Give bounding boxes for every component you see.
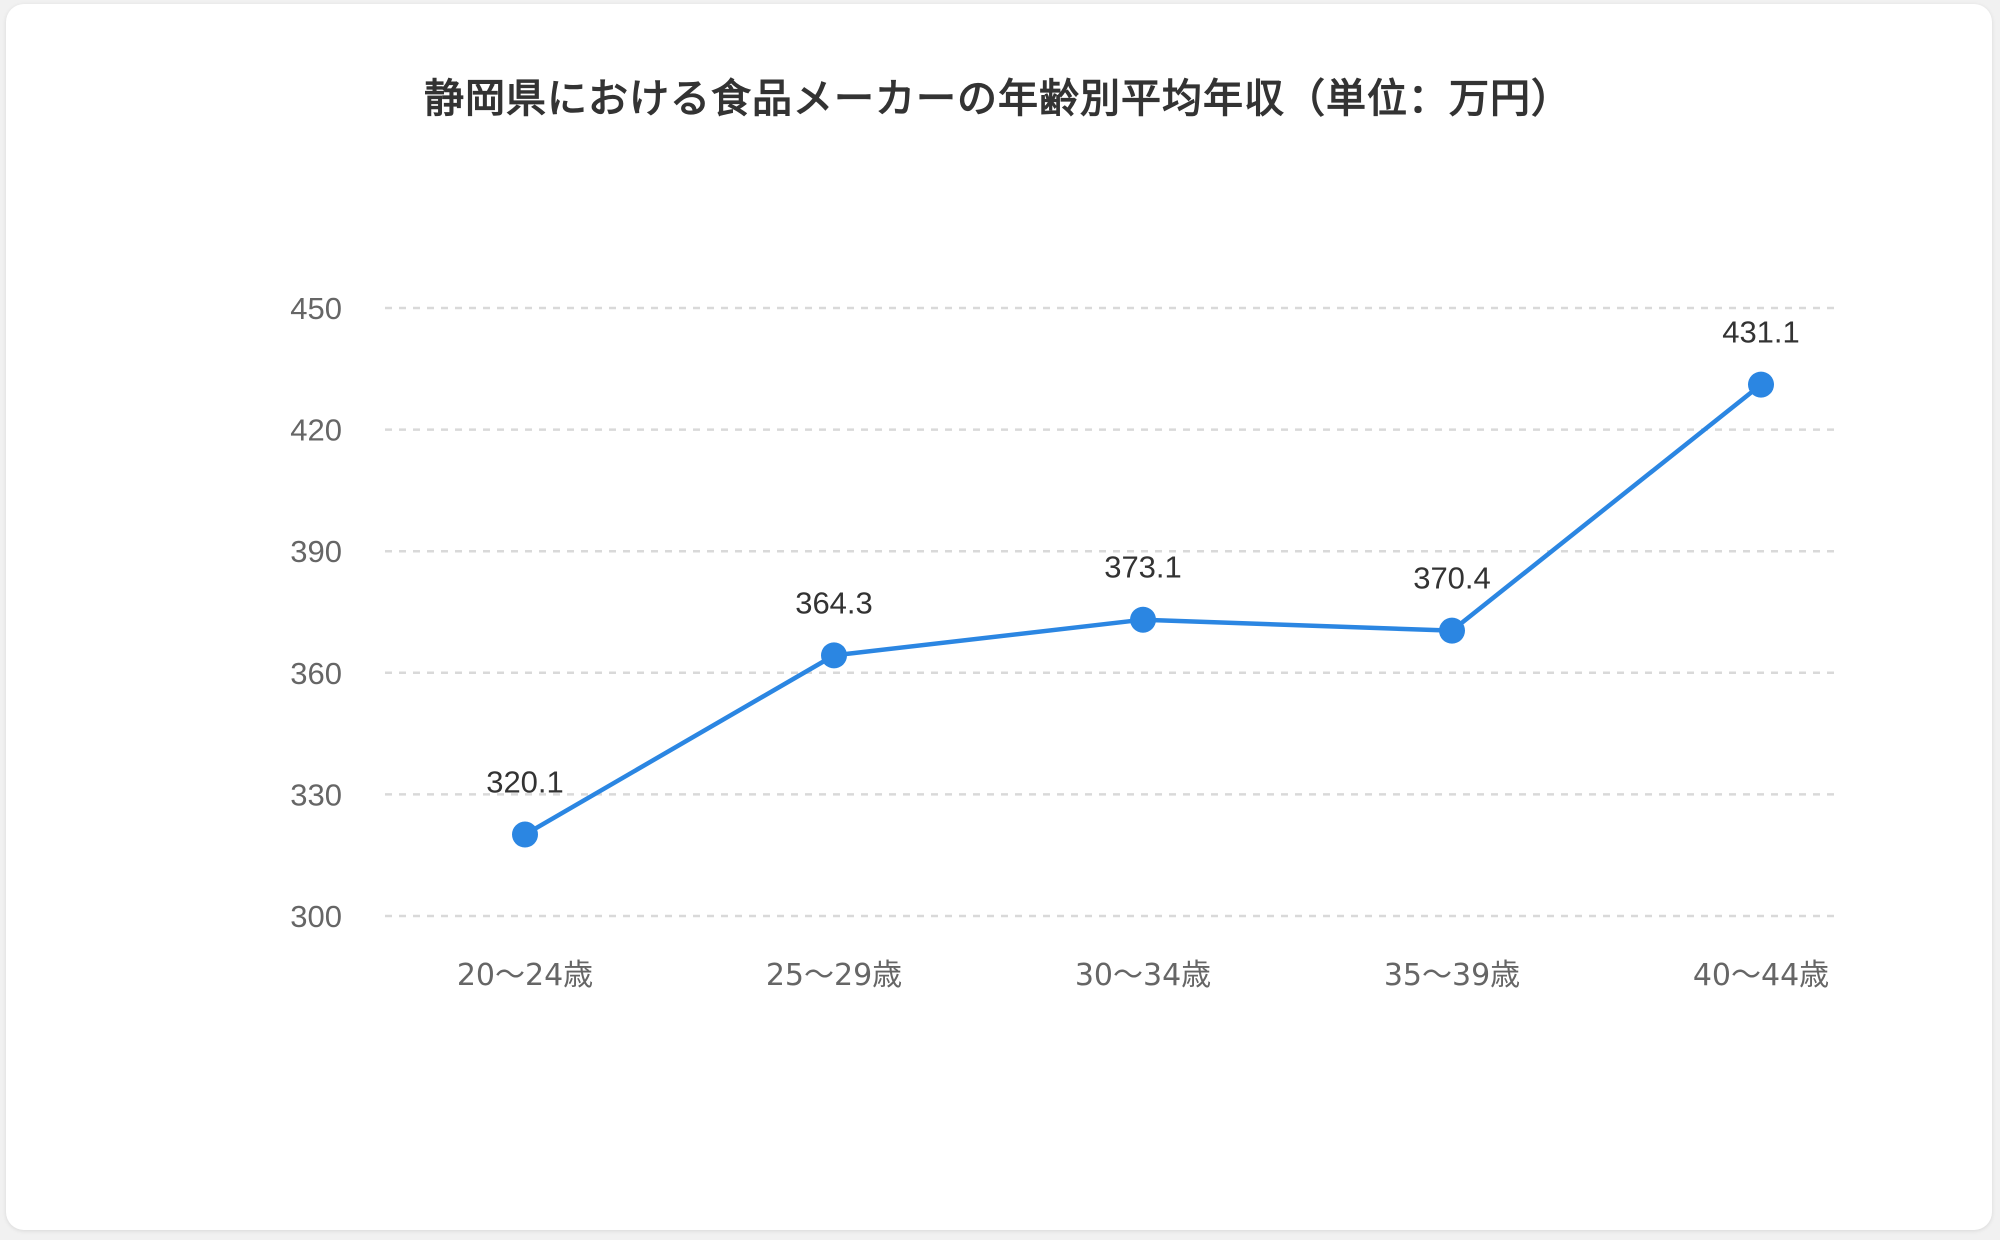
series-points — [512, 371, 1774, 848]
x-axis-ticks: 20～24歳 25～29歳 30～34歳 35～39歳 40～44歳 — [457, 958, 1829, 993]
chart-card — [6, 4, 1992, 1230]
data-label: 431.1 — [1722, 315, 1800, 350]
x-tick-label: 35～39歳 — [1384, 958, 1520, 993]
data-label: 364.3 — [795, 585, 873, 620]
data-point[interactable] — [1439, 617, 1465, 644]
x-tick-label: 25～29歳 — [766, 958, 902, 993]
data-label: 370.4 — [1413, 561, 1491, 596]
y-tick-label: 330 — [290, 777, 342, 812]
y-axis-ticks: 300 330 360 390 420 450 — [290, 291, 342, 934]
x-tick-label: 40～44歳 — [1693, 958, 1829, 993]
y-tick-label: 450 — [290, 291, 342, 326]
data-label: 373.1 — [1104, 550, 1182, 585]
y-tick-label: 420 — [290, 413, 342, 448]
y-tick-label: 360 — [290, 656, 342, 691]
data-point[interactable] — [1130, 606, 1156, 633]
grid-lines — [385, 306, 1840, 918]
data-label: 320.1 — [486, 765, 564, 800]
data-point[interactable] — [821, 642, 847, 669]
data-point[interactable] — [1748, 371, 1774, 398]
chart-title: 静岡県における食品メーカーの年齢別平均年収（単位：万円） — [424, 76, 1572, 122]
x-tick-label: 30～34歳 — [1075, 958, 1211, 993]
data-point[interactable] — [512, 821, 538, 848]
y-tick-label: 390 — [290, 534, 342, 569]
y-tick-label: 300 — [290, 899, 342, 934]
data-labels: 320.1 364.3 373.1 370.4 431.1 — [486, 315, 1800, 800]
x-tick-label: 20～24歳 — [457, 958, 593, 993]
